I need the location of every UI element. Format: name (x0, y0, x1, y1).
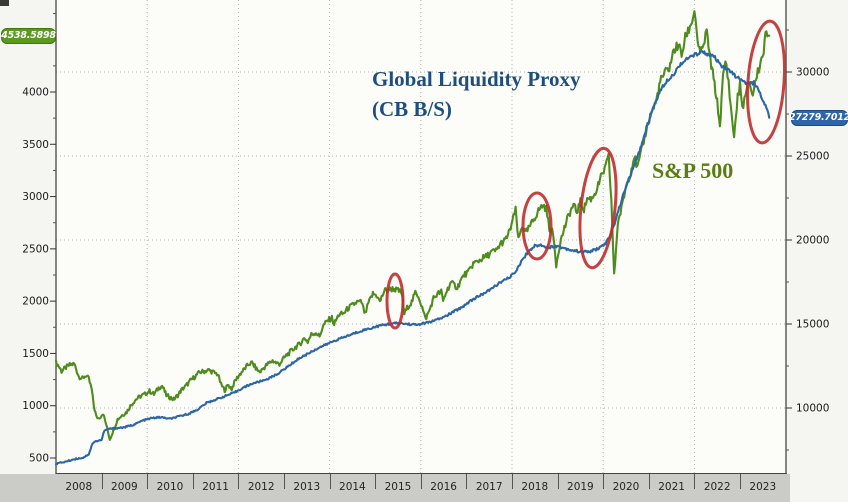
year-separator-tick (603, 474, 605, 489)
x-axis-year-label: 2019 (567, 481, 594, 493)
year-separator-tick (329, 474, 331, 489)
highlight-circle (746, 19, 786, 145)
left-axis-tick-label: 4000 (22, 87, 49, 99)
x-axis-year-label: 2020 (612, 481, 640, 493)
x-axis-year-label: 2010 (156, 481, 184, 493)
highlight-circle (578, 146, 618, 270)
year-separator-tick (101, 474, 103, 489)
highlight-circle (385, 272, 405, 330)
right-axis-tick-label: 10000 (796, 403, 829, 415)
liquidity-proxy-annotation-line2: (CB B/S) (372, 97, 452, 122)
x-axis-year-label: 2014 (339, 481, 366, 493)
liquidity-series-line (54, 49, 771, 466)
x-axis-strip: 2008 2009 2010 2011 2012 2013 2014 2015 2016 2017… (0, 474, 790, 502)
left-axis-tick-label: 3500 (22, 139, 49, 151)
right-axis-tick-label: 20000 (796, 235, 829, 247)
liquidity-proxy-annotation-line1: Global Liquidity Proxy (372, 67, 581, 91)
x-axis-year-label: 2021 (658, 481, 685, 493)
liquidity-proxy-annotation: Global Liquidity Proxy (CB B/S) (372, 64, 581, 125)
x-axis-year-label: 2017 (475, 481, 503, 493)
year-separator-tick (238, 474, 240, 489)
corner-mark (0, 0, 9, 6)
liquidity-last-value-tag: 27279.7012 (789, 109, 848, 126)
sp500-annotation: S&P 500 (652, 158, 734, 183)
year-separator-tick (466, 474, 468, 489)
year-separator-tick (147, 474, 149, 489)
year-separator-tick (694, 474, 696, 489)
left-axis-tick-label: 2000 (22, 296, 49, 308)
right-axis-tick-label: 25000 (796, 151, 829, 163)
highlight-circle (521, 191, 553, 261)
sp500-last-value-tag: 4538.5898 (1, 27, 56, 44)
year-separator-tick (648, 474, 650, 489)
left-axis-tick-label: 3000 (22, 191, 49, 203)
right-axis-tick-label: 15000 (796, 319, 829, 331)
x-axis-year-label: 2018 (521, 481, 549, 493)
year-separator-tick (512, 474, 513, 489)
x-axis-year-label: 2023 (749, 481, 777, 493)
year-separator-tick (557, 474, 559, 489)
year-separator-tick (284, 474, 285, 489)
year-separator-tick (192, 474, 194, 489)
x-axis-year-label: 2022 (703, 481, 731, 493)
x-axis-year-label: 2008 (65, 481, 93, 493)
left-axis-tick-label: 2500 (22, 243, 49, 255)
x-axis-year-label: 2012 (247, 481, 275, 493)
right-axis-tick-label: 30000 (796, 67, 829, 79)
x-axis-year-label: 2009 (111, 481, 138, 493)
left-axis-tick-label: 1500 (22, 348, 49, 360)
x-axis-year-label: 2015 (384, 481, 412, 493)
left-axis-tick-label: 1000 (22, 400, 49, 412)
x-axis-year-label: 2013 (293, 481, 321, 493)
x-axis-year-label: 2016 (430, 481, 457, 493)
year-separator-tick (420, 474, 422, 489)
left-axis-tick-label: 500 (29, 453, 49, 465)
year-separator-tick (740, 474, 741, 489)
year-separator-tick (375, 474, 377, 489)
x-axis-year-label: 2011 (202, 481, 229, 493)
